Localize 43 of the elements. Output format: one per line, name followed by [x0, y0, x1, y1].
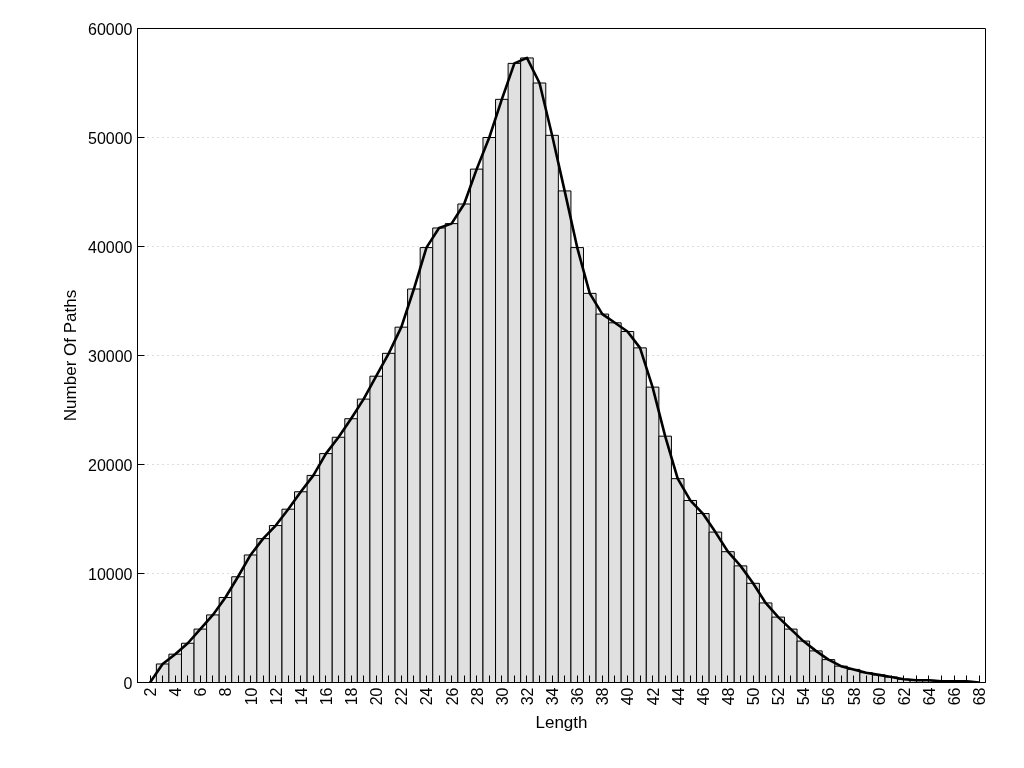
x-tick-label: 52: [770, 687, 788, 706]
x-tick-label: 46: [694, 687, 712, 706]
y-tick-label: 50000: [88, 129, 133, 147]
x-tick-label: 30: [493, 687, 511, 706]
x-tick-label: 2: [142, 687, 160, 697]
x-tick-label: 24: [418, 687, 436, 706]
x-tick-label: 62: [895, 687, 913, 706]
x-tick-label: 34: [544, 687, 562, 706]
x-tick-label: 28: [468, 687, 486, 706]
x-tick-label: 6: [192, 687, 210, 697]
x-tick-label: 56: [820, 687, 838, 706]
x-tick-label: 48: [719, 687, 737, 706]
x-tick-label: 42: [644, 687, 662, 706]
y-tick-label: 40000: [88, 238, 133, 256]
x-axis-title: Length: [535, 713, 588, 733]
x-tick-label: 32: [518, 687, 536, 706]
x-tick-label: 68: [971, 687, 989, 706]
x-tick-label: 36: [569, 687, 587, 706]
y-tick-label: 10000: [88, 565, 133, 583]
y-tick-label: 60000: [88, 20, 133, 38]
y-tick-label: 0: [123, 674, 133, 692]
x-tick-label: 50: [745, 687, 763, 706]
x-tick-label: 8: [217, 687, 235, 697]
x-tick-label: 54: [795, 687, 813, 706]
x-tick-label: 26: [443, 687, 461, 706]
x-tick-label: 10: [242, 687, 260, 706]
y-tick-label: 20000: [88, 456, 133, 474]
x-tick-label: 44: [669, 687, 687, 706]
y-axis-title: Number Of Paths: [61, 289, 81, 422]
x-tick-label: 60: [870, 687, 888, 706]
x-tick-label: 14: [292, 687, 310, 706]
x-tick-label: 66: [946, 687, 964, 706]
x-tick-label: 20: [368, 687, 386, 706]
x-tick-label: 12: [267, 687, 285, 706]
x-tick-label: 38: [594, 687, 612, 706]
x-tick-label: 18: [343, 687, 361, 706]
x-tick-label: 64: [920, 687, 938, 706]
x-tick-label: 4: [167, 687, 185, 697]
x-tick-label: 40: [619, 687, 637, 706]
y-tick-label: 30000: [88, 347, 133, 365]
x-tick-label: 58: [845, 687, 863, 706]
x-tick-label: 16: [317, 687, 335, 706]
x-tick-label: 22: [393, 687, 411, 706]
